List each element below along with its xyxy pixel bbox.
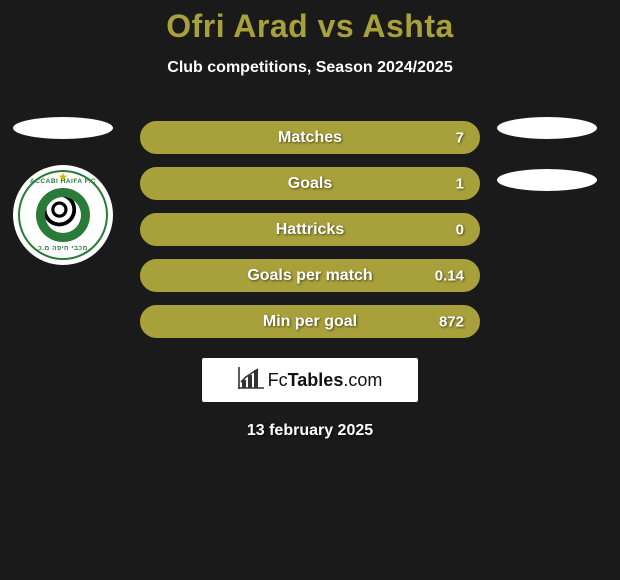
stat-value: 7 [456,129,464,146]
stat-value: 1 [456,175,464,192]
logo-tables: Tables [288,370,344,390]
badge-text-bottom: מכבי חיפה מ.כ [20,245,106,252]
widget-root: Ofri Arad vs Ashta Club competitions, Se… [0,0,620,440]
content-row: ★ ACCABI HAIFA F.C מכבי חיפה מ.כ Matches… [0,121,620,338]
stat-value: 872 [439,313,464,330]
fctables-logo[interactable]: FcTables.com [202,358,418,402]
logo-text: FcTables.com [268,370,383,391]
stat-label: Hattricks [276,221,344,239]
subtitle: Club competitions, Season 2024/2025 [167,59,452,77]
stats-list: Matches 7 Goals 1 Hattricks 0 Goals per … [140,121,480,338]
logo-fc: Fc [268,370,288,390]
stat-row-goals: Goals 1 [140,167,480,200]
stat-row-min-per-goal: Min per goal 872 [140,305,480,338]
badge-text-top: ACCABI HAIFA F.C [20,178,106,185]
stat-row-goals-per-match: Goals per match 0.14 [140,259,480,292]
date-text: 13 february 2025 [247,422,373,440]
stat-value: 0.14 [435,267,464,284]
left-player-column: ★ ACCABI HAIFA F.C מכבי חיפה מ.כ [8,117,118,265]
stat-value: 0 [456,221,464,238]
right-player-column [492,117,602,221]
stat-label: Matches [278,129,342,147]
stat-label: Min per goal [263,313,357,331]
player-silhouette-right-1 [497,117,597,139]
logo-com: .com [343,370,382,390]
club-badge-ring: ★ ACCABI HAIFA F.C מכבי חיפה מ.כ [18,170,108,260]
stat-row-hattricks: Hattricks 0 [140,213,480,246]
stat-label: Goals per match [247,267,372,285]
stat-row-matches: Matches 7 [140,121,480,154]
page-title: Ofri Arad vs Ashta [166,8,454,45]
bar-chart-icon [238,367,264,394]
stat-label: Goals [288,175,332,193]
player-silhouette-right-2 [497,169,597,191]
soccer-ball-icon [45,197,81,233]
player-silhouette-left [13,117,113,139]
club-badge-left: ★ ACCABI HAIFA F.C מכבי חיפה מ.כ [13,165,113,265]
